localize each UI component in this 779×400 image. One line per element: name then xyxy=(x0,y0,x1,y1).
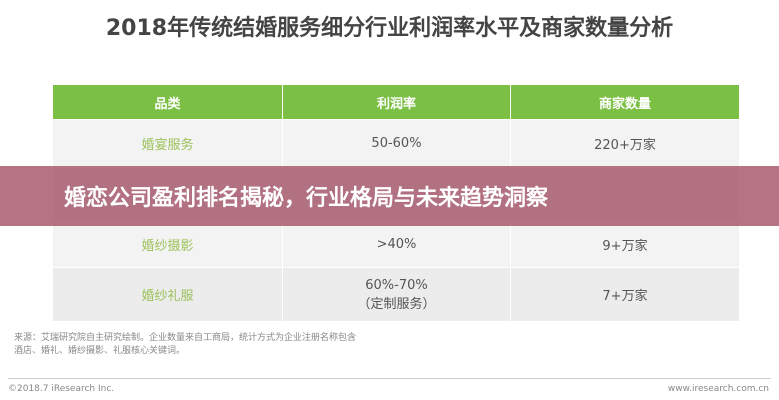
table-cell: >40% xyxy=(283,222,510,267)
table-cell: 50-60% xyxy=(283,120,510,167)
cell-text: 利润率 xyxy=(376,96,416,112)
divider xyxy=(8,378,771,379)
cell-text: 220+万家 xyxy=(594,138,656,153)
title: 2018年传统结婚服务细分行业利润率水平及商家数量分析 xyxy=(105,16,674,41)
cell-text: >40% xyxy=(376,237,417,252)
note-line: 酒店、婚礼、婚纱摄影、礼服核心关键词。 xyxy=(14,346,186,356)
table-cell: 60%-70% （定制服务） xyxy=(283,268,510,321)
copyright: ©2018.7 iResearch Inc. xyxy=(8,384,115,394)
cell-text: 7+万家 xyxy=(602,289,648,304)
table-cell: 婚纱摄影 xyxy=(53,222,282,267)
cell-text: 婚宴服务 xyxy=(141,138,194,153)
cell-text: 商家数量 xyxy=(598,96,651,112)
header-cell: 商家数量 xyxy=(511,85,739,119)
banner: 婚恋公司盈利排名揭秘，行业格局与未来趋势洞察 xyxy=(0,166,779,226)
cell-text: 婚纱摄影 xyxy=(141,239,194,254)
cell-text: 50-60% xyxy=(371,136,422,151)
table-cell: 220+万家 xyxy=(511,120,739,167)
cell-text: 9+万家 xyxy=(602,239,648,254)
cell-text: 60%-70% xyxy=(365,277,428,293)
header-cell: 利润率 xyxy=(283,85,510,119)
cell-text: 品类 xyxy=(154,96,181,112)
cell-text: （定制服务） xyxy=(357,296,436,312)
header-cell: 品类 xyxy=(53,85,282,119)
note: 来源：艾瑞研究院自主研究绘制。企业数量来自工商局，统计方式为企业注册名称包含 酒… xyxy=(14,330,764,356)
table-cell: 9+万家 xyxy=(511,222,739,267)
note-line: 来源：艾瑞研究院自主研究绘制。企业数量来自工商局，统计方式为企业注册名称包含 xyxy=(14,333,357,343)
table-cell: 婚宴服务 xyxy=(53,120,282,167)
table-cell: 7+万家 xyxy=(511,268,739,321)
cell-text: 婚纱礼服 xyxy=(141,289,194,304)
table-cell: 婚纱礼服 xyxy=(53,268,282,321)
site: www.iresearch.com.cn xyxy=(667,384,769,394)
